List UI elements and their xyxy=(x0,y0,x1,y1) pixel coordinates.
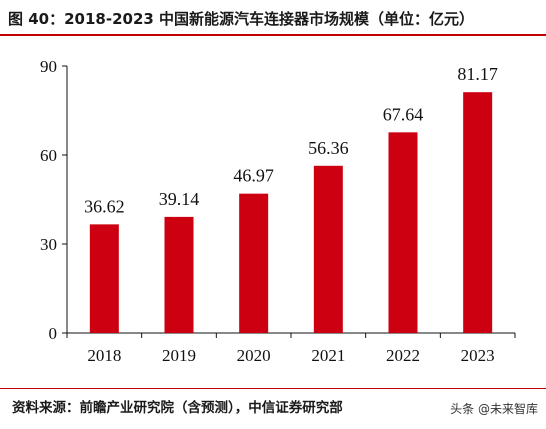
data-label-2020: 46.97 xyxy=(233,166,274,186)
bar-2022 xyxy=(388,132,418,333)
bar-2018 xyxy=(89,224,119,333)
data-label-2019: 39.14 xyxy=(159,189,200,209)
x-tick-label-2018: 2018 xyxy=(87,346,121,365)
watermark: 头条 @未来智库 xyxy=(448,400,540,417)
bar-2019 xyxy=(164,216,194,333)
x-tick-label-2023: 2023 xyxy=(461,346,495,365)
x-tick-label-2021: 2021 xyxy=(311,346,345,365)
y-tick-label: 0 xyxy=(49,324,58,343)
y-tick-label: 30 xyxy=(40,235,57,254)
bar-2021 xyxy=(313,165,343,333)
bar-chart: 0 30 60 90 2018 2019 2020 2021 2022 2023 36.62 39… xyxy=(40,57,516,365)
data-label-2021: 56.36 xyxy=(308,138,349,158)
y-ticks: 0 30 60 90 xyxy=(40,57,67,343)
x-tick-label-2022: 2022 xyxy=(386,346,420,365)
y-tick-label: 90 xyxy=(40,57,57,76)
source-divider xyxy=(0,388,546,389)
x-ticks: 2018 2019 2020 2021 2022 2023 xyxy=(66,333,516,365)
x-tick-label-2020: 2020 xyxy=(237,346,271,365)
data-label-2018: 36.62 xyxy=(84,196,125,216)
data-labels: 36.62 39.14 46.97 56.36 67.64 81.17 xyxy=(84,64,498,216)
bars xyxy=(89,92,493,333)
chart-title: 图 40：2018-2023 中国新能源汽车连接器市场规模（单位：亿元） xyxy=(8,10,475,28)
title-bar: 图 40：2018-2023 中国新能源汽车连接器市场规模（单位：亿元） xyxy=(0,0,546,36)
data-label-2022: 67.64 xyxy=(383,104,424,124)
x-tick-label-2019: 2019 xyxy=(162,346,196,365)
bar-2020 xyxy=(239,193,269,333)
y-tick-label: 60 xyxy=(40,146,57,165)
data-label-2023: 81.17 xyxy=(457,64,498,84)
bar-2023 xyxy=(463,92,493,333)
source-note: 资料来源：前瞻产业研究院（含预测），中信证券研究部 xyxy=(12,400,343,416)
